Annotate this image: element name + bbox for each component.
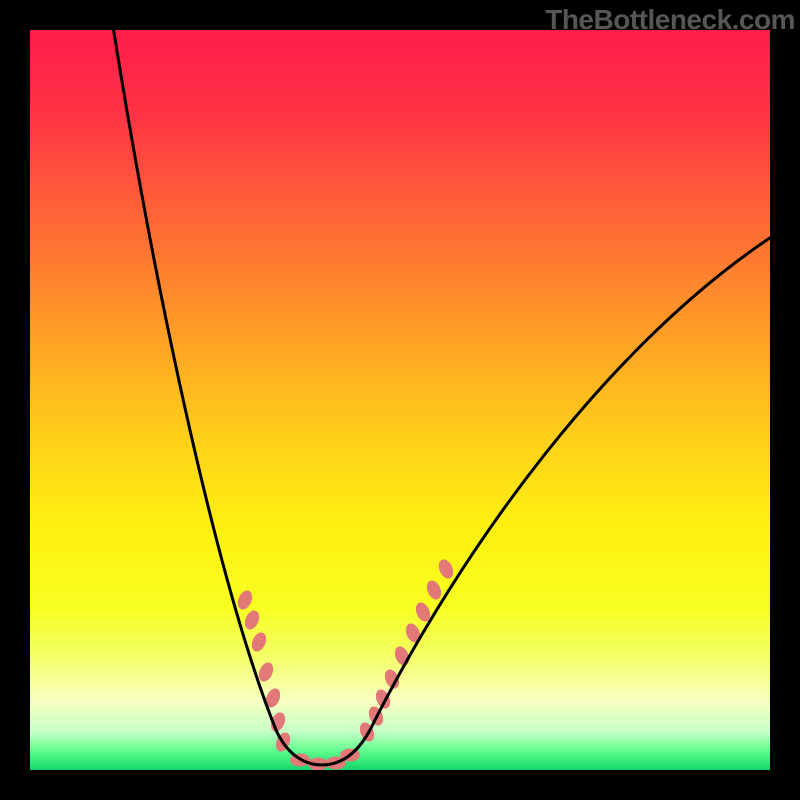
curve-marker — [242, 608, 262, 631]
curve-markers — [235, 557, 456, 770]
curve-marker — [235, 588, 255, 611]
bottleneck-curve — [112, 30, 770, 765]
curve-marker — [249, 630, 269, 653]
watermark-text: TheBottleneck.com — [545, 4, 795, 36]
chart-svg — [30, 30, 770, 770]
plot-area — [30, 30, 770, 770]
curve-marker — [403, 621, 423, 644]
curve-marker — [436, 557, 456, 580]
curve-marker — [424, 578, 444, 601]
